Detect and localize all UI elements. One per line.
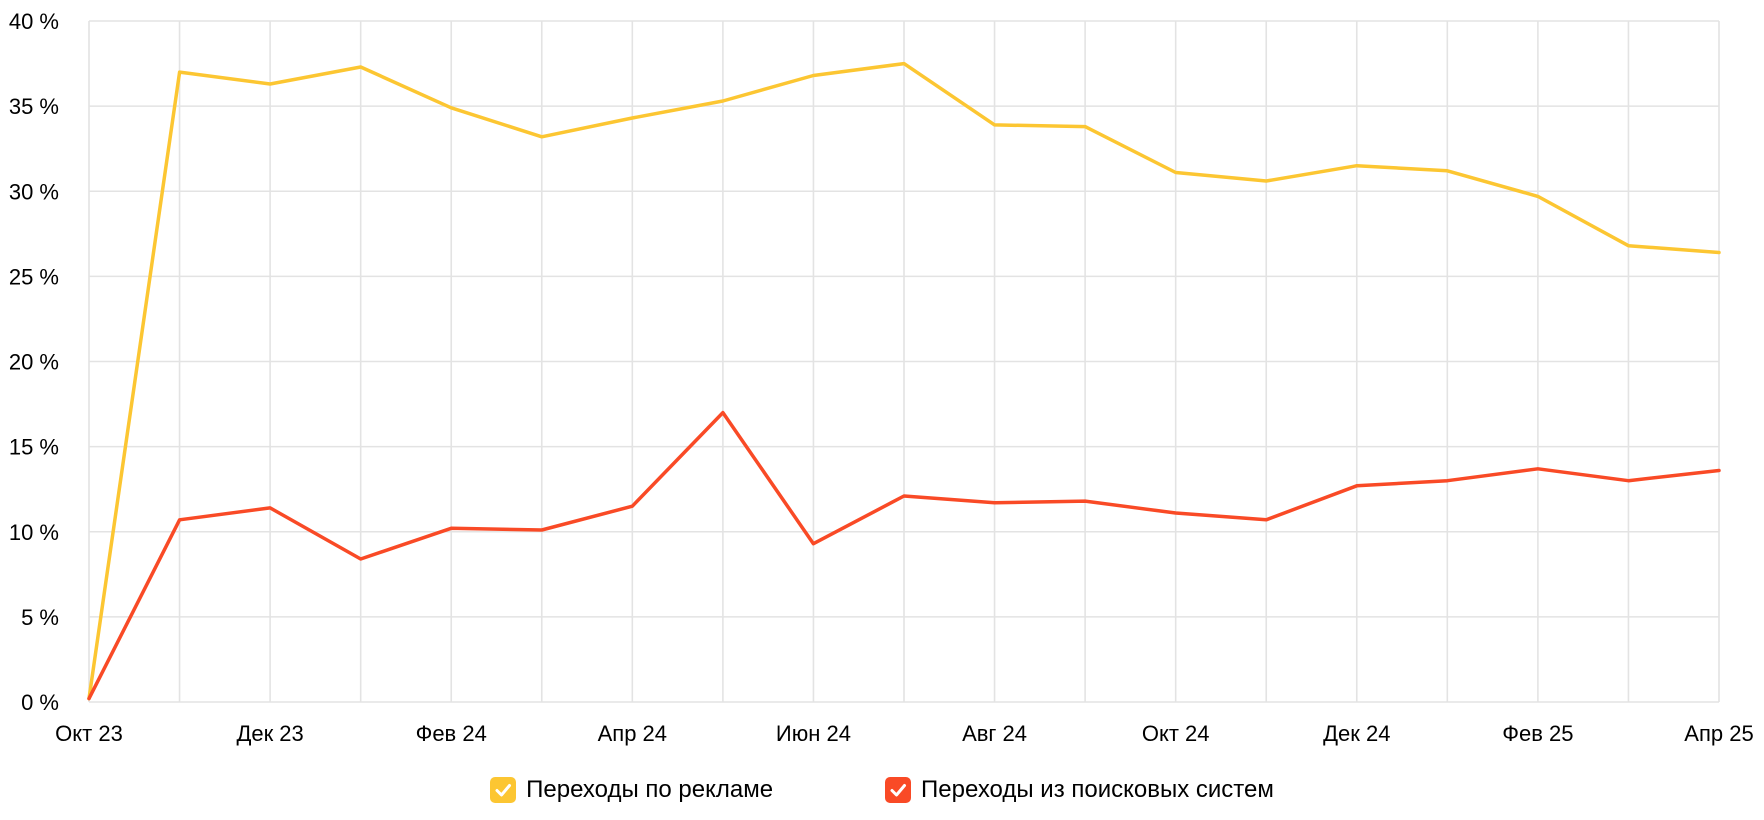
y-tick-label: 5 %	[21, 605, 59, 630]
checkbox-checked-icon[interactable]	[490, 777, 517, 803]
y-tick-label: 25 %	[9, 264, 59, 289]
line-chart: 0 % 5 % 10 % 15 % 20 % 25 % 30 % 35 % 40 % Окт 2…	[9, 9, 1754, 746]
checkbox-checked-icon[interactable]	[885, 777, 912, 803]
y-tick-label: 20 %	[9, 350, 59, 375]
x-tick-label: Авг 24	[962, 721, 1027, 746]
x-tick-label: Июн 24	[776, 721, 851, 746]
y-tick-label: 30 %	[9, 179, 59, 204]
legend-label: Переходы по рекламе	[526, 776, 774, 803]
x-axis-tick-labels: Окт 23 Дек 23 Фев 24 Апр 24 Июн 24 Авг 24 Окт …	[55, 721, 1754, 746]
legend: Переходы по рекламе Переходы из поисковы…	[0, 776, 1764, 804]
x-tick-label: Окт 23	[55, 721, 123, 746]
series-lines	[87, 61, 1721, 701]
y-tick-label: 15 %	[9, 435, 59, 460]
legend-item-ads[interactable]: Переходы по рекламе	[490, 776, 773, 804]
x-tick-label: Апр 25	[1684, 721, 1753, 746]
y-tick-label: 0 %	[21, 690, 59, 715]
y-tick-label: 35 %	[9, 94, 59, 119]
y-axis-tick-labels: 0 % 5 % 10 % 15 % 20 % 25 % 30 % 35 % 40 %	[9, 9, 59, 715]
x-tick-label: Фев 24	[416, 721, 487, 746]
x-tick-label: Дек 23	[236, 721, 303, 746]
grid	[88, 20, 1720, 703]
series-line-0	[87, 61, 1721, 701]
x-tick-label: Апр 24	[598, 721, 667, 746]
legend-label: Переходы из поисковых систем	[921, 776, 1274, 803]
x-tick-label: Дек 24	[1323, 721, 1390, 746]
x-tick-label: Окт 24	[1142, 721, 1210, 746]
legend-item-search[interactable]: Переходы из поисковых систем	[885, 776, 1274, 804]
series-line-1	[87, 410, 1721, 701]
y-tick-label: 40 %	[9, 9, 59, 34]
y-tick-label: 10 %	[9, 520, 59, 545]
x-tick-label: Фев 25	[1502, 721, 1573, 746]
